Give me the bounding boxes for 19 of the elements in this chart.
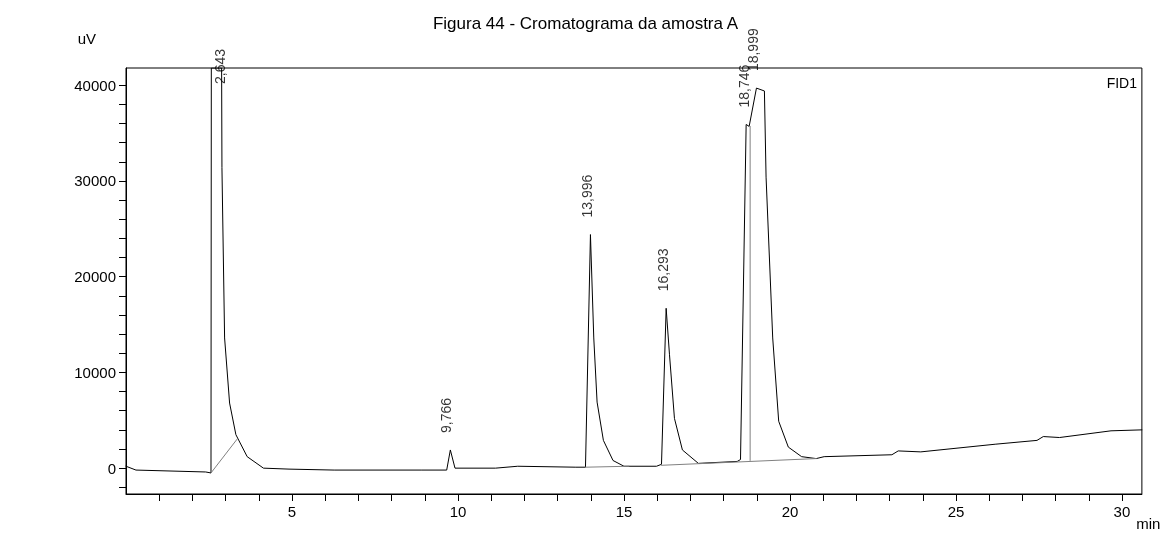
annotation: 2,643 xyxy=(211,48,228,85)
y-tick-label: 30000 xyxy=(74,172,116,190)
x-tick-label: 20 xyxy=(781,503,799,520)
annotation: FID1 xyxy=(1106,75,1138,91)
x-tick-label: 15 xyxy=(615,503,633,520)
x-tick-label: 5 xyxy=(287,503,297,520)
y-tick-label: 40000 xyxy=(74,76,116,94)
x-tick-label: 30 xyxy=(1113,503,1131,520)
x-axis-title: min xyxy=(1136,515,1161,532)
chart-title: Figura 44 - Cromatograma da amostra A xyxy=(432,14,739,33)
annotation: 13,996 xyxy=(578,174,595,218)
y-tick-label: 0 xyxy=(107,459,116,477)
annotation: 9,766 xyxy=(438,397,455,433)
y-tick-label: 10000 xyxy=(74,363,116,381)
y-axis-title: uV xyxy=(77,30,96,47)
x-tick-label: 10 xyxy=(449,503,467,520)
y-tick-label: 20000 xyxy=(74,268,116,286)
annotation: 16,293 xyxy=(654,248,671,292)
x-tick-label: 25 xyxy=(947,503,965,520)
